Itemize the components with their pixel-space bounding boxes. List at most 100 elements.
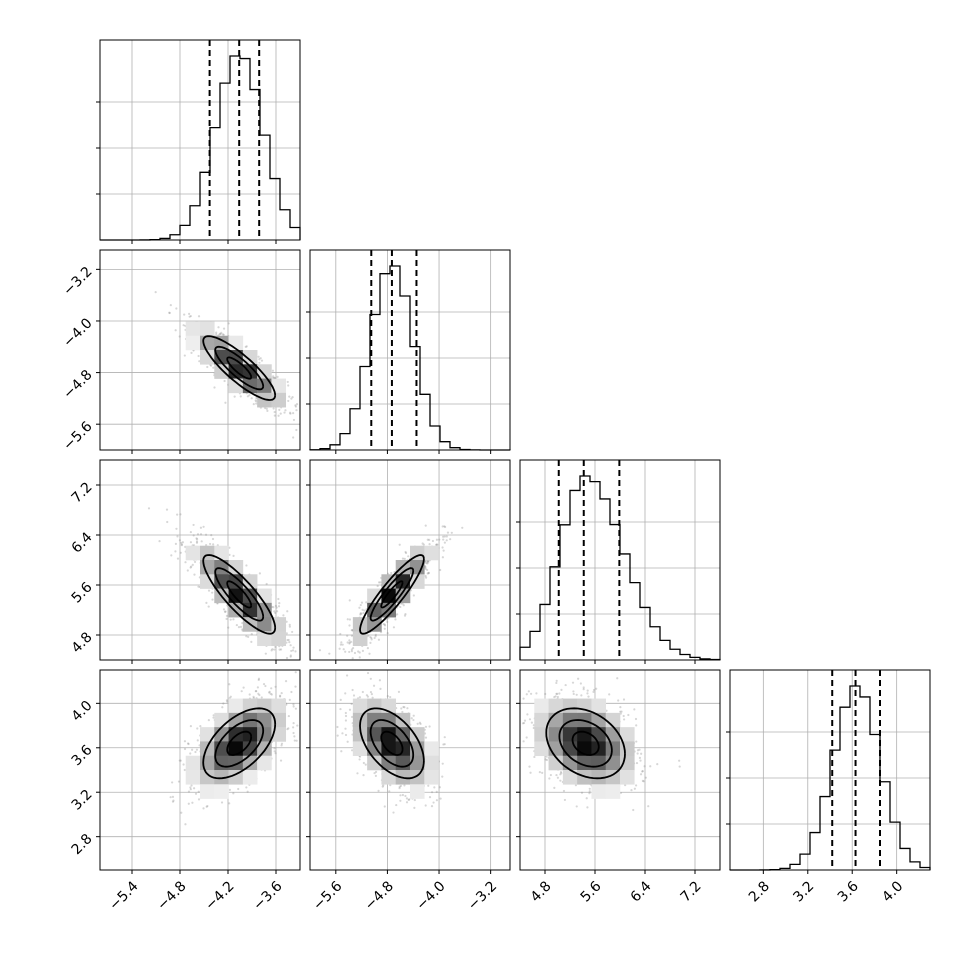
sample-point (428, 538, 431, 541)
sample-point (212, 366, 215, 369)
sample-point (260, 696, 263, 699)
contour-line-2 (202, 554, 277, 635)
sample-point (213, 386, 216, 389)
panel-frame (309, 249, 511, 451)
sample-point (239, 395, 242, 398)
sample-point (271, 648, 274, 651)
sample-point (427, 559, 430, 562)
sample-point (225, 617, 228, 620)
density-cell (271, 392, 287, 408)
sample-point (424, 574, 427, 578)
density-cell (352, 698, 368, 714)
sample-point (197, 798, 201, 801)
density-cell (228, 770, 244, 785)
density-cell (228, 574, 244, 589)
sample-point (405, 797, 409, 800)
sample-point (303, 722, 305, 724)
sample-point (344, 733, 348, 737)
sample-point (383, 805, 386, 808)
sample-point (288, 411, 292, 414)
sample-point (425, 562, 428, 565)
sample-point (258, 361, 261, 364)
sample-point (395, 803, 398, 807)
sample-point (174, 329, 177, 332)
sample-point (184, 561, 187, 564)
sample-point (250, 640, 253, 643)
sample-point (277, 414, 280, 417)
sample-point (344, 650, 347, 653)
sample-point (387, 617, 390, 620)
sample-point (372, 684, 376, 687)
sample-point (344, 719, 348, 722)
sample-point (424, 566, 427, 569)
contour-line-0 (226, 356, 253, 380)
sample-point (358, 606, 361, 609)
sample-point (348, 599, 351, 602)
sample-point (246, 790, 249, 793)
sample-point (305, 420, 307, 422)
sample-point (292, 418, 296, 422)
sample-point (295, 739, 298, 742)
density-cell (367, 602, 382, 618)
sample-point (373, 636, 376, 640)
sample-point (438, 786, 441, 789)
sample-point (427, 571, 431, 574)
sample-point (218, 332, 221, 335)
sample-point (254, 399, 257, 402)
sample-point (211, 537, 215, 541)
sample-point (439, 797, 442, 800)
density-cell (200, 350, 215, 365)
density-cell (257, 727, 272, 742)
sample-point (362, 761, 365, 765)
sample-point (368, 652, 371, 655)
sample-point (263, 406, 267, 410)
sample-point (273, 410, 276, 414)
sample-point (396, 613, 399, 616)
sample-point (366, 671, 370, 675)
sample-point (357, 650, 360, 653)
density-panel-3-1 (306, 669, 511, 874)
sample-point (427, 784, 430, 787)
density-cell (352, 727, 368, 742)
density-cell (242, 588, 258, 604)
sample-point (362, 774, 365, 777)
sample-point (198, 360, 201, 363)
sample-point (426, 538, 429, 541)
sample-point (274, 611, 277, 615)
sample-point (381, 785, 384, 788)
density-cell (214, 784, 229, 799)
sample-point (412, 714, 415, 717)
sample-point (397, 690, 401, 694)
sample-point (386, 620, 389, 624)
sample-point (350, 648, 353, 651)
sample-point (252, 695, 255, 698)
sample-point (257, 355, 260, 358)
sample-point (382, 784, 385, 787)
sample-point (190, 784, 193, 787)
sample-point (273, 414, 276, 417)
sample-point (283, 660, 285, 662)
sample-point (558, 692, 561, 695)
sample-point (288, 698, 291, 701)
sample-point (280, 692, 283, 695)
sample-point (284, 680, 288, 683)
sample-point (183, 768, 186, 772)
sample-point (197, 790, 200, 793)
sample-point (212, 714, 215, 717)
sample-point (284, 409, 287, 412)
sample-point (295, 403, 299, 406)
sample-point (268, 691, 271, 694)
sample-point (217, 326, 220, 329)
sample-point (404, 794, 407, 798)
sample-point (369, 641, 372, 645)
sample-point (301, 635, 303, 637)
sample-point (377, 638, 381, 641)
sample-point (228, 553, 231, 556)
sample-point (556, 692, 559, 696)
density-cell (185, 770, 201, 785)
sample-point (345, 674, 349, 677)
sample-point (258, 572, 261, 575)
sample-point (406, 707, 409, 710)
sample-point (195, 748, 199, 751)
